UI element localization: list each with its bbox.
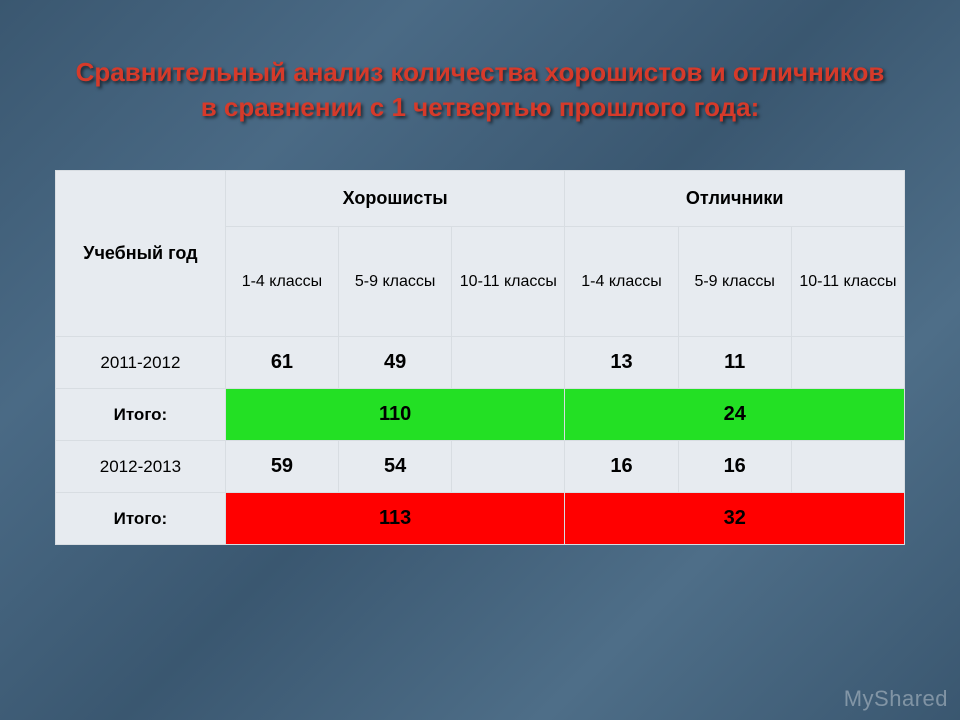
sub-good-59: 5-9 классы — [339, 227, 452, 337]
cell — [452, 441, 565, 493]
sub-good-14: 1-4 классы — [225, 227, 338, 337]
cell: 49 — [339, 337, 452, 389]
sub-exc-14: 1-4 классы — [565, 227, 678, 337]
table-row-total: Итого: 110 24 — [56, 389, 905, 441]
cell: 16 — [565, 441, 678, 493]
table-row-total: Итого: 113 32 — [56, 493, 905, 545]
cell-total-label: Итого: — [56, 389, 226, 441]
sub-good-1011: 10-11 классы — [452, 227, 565, 337]
cell-total-good: 113 — [225, 493, 565, 545]
cell — [452, 337, 565, 389]
cell-year: 2012-2013 — [56, 441, 226, 493]
slide: Сравнительный анализ количества хорошист… — [0, 0, 960, 720]
col-header-year: Учебный год — [56, 171, 226, 337]
cell-total-label: Итого: — [56, 493, 226, 545]
col-header-excellent: Отличники — [565, 171, 905, 227]
watermark: MyShared — [844, 686, 948, 712]
cell-total-exc: 32 — [565, 493, 905, 545]
comparison-table: Учебный год Хорошисты Отличники 1-4 клас… — [55, 170, 905, 545]
cell-year: 2011-2012 — [56, 337, 226, 389]
cell: 54 — [339, 441, 452, 493]
header-row-1: Учебный год Хорошисты Отличники — [56, 171, 905, 227]
table-row: 2011-2012 61 49 13 11 — [56, 337, 905, 389]
cell — [791, 441, 904, 493]
cell: 16 — [678, 441, 791, 493]
cell: 13 — [565, 337, 678, 389]
sub-exc-1011: 10-11 классы — [791, 227, 904, 337]
cell: 61 — [225, 337, 338, 389]
col-header-good: Хорошисты — [225, 171, 565, 227]
cell-total-good: 110 — [225, 389, 565, 441]
cell — [791, 337, 904, 389]
sub-exc-59: 5-9 классы — [678, 227, 791, 337]
cell: 11 — [678, 337, 791, 389]
cell: 59 — [225, 441, 338, 493]
cell-total-exc: 24 — [565, 389, 905, 441]
slide-title: Сравнительный анализ количества хорошист… — [55, 55, 905, 125]
table-row: 2012-2013 59 54 16 16 — [56, 441, 905, 493]
